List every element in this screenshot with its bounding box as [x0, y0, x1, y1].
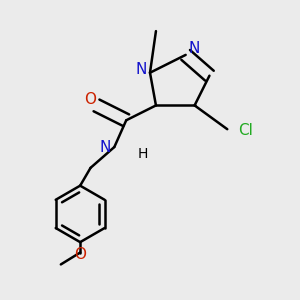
- Text: N: N: [136, 62, 147, 77]
- Text: Cl: Cl: [238, 123, 253, 138]
- Text: O: O: [74, 247, 86, 262]
- Text: O: O: [85, 92, 97, 107]
- Text: H: H: [138, 148, 148, 161]
- Text: N: N: [100, 140, 111, 154]
- Text: N: N: [189, 41, 200, 56]
